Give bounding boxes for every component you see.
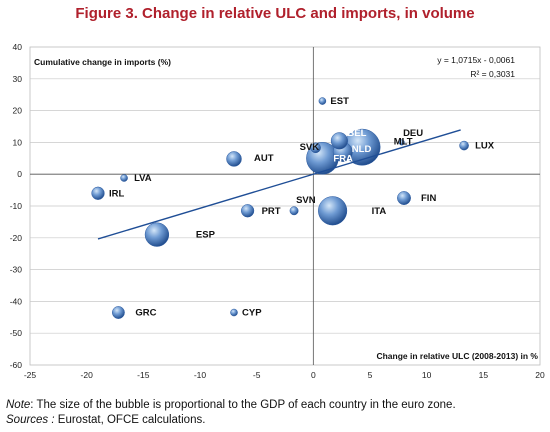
label-prt: PRT bbox=[262, 206, 281, 217]
bubble-size-note: Note: The size of the bubble is proporti… bbox=[6, 399, 456, 411]
label-irl: IRL bbox=[109, 188, 125, 199]
country-labels: DEU FRA ITA ESP NLD BEL AUT FIN IRL PRT GRC SVK LUX S… bbox=[109, 96, 495, 318]
label-deu: DEU bbox=[403, 128, 423, 139]
label-aut: AUT bbox=[254, 153, 274, 164]
sources-note: Sources : Eurostat, OFCE calculations. bbox=[6, 414, 205, 426]
bubble-fin bbox=[397, 191, 411, 205]
bubble-lva bbox=[120, 174, 128, 182]
bubble-esp bbox=[144, 222, 170, 247]
bubble-ita bbox=[318, 196, 348, 226]
bubble-irl bbox=[91, 186, 105, 200]
trendline-group bbox=[97, 129, 461, 240]
trendline bbox=[97, 129, 461, 240]
label-ita: ITA bbox=[372, 206, 387, 217]
x-tick-label: -25 bbox=[24, 370, 37, 380]
x-tick-label: -10 bbox=[194, 370, 207, 380]
bubble-cyp bbox=[230, 308, 238, 317]
label-fin: FIN bbox=[421, 193, 436, 204]
gridlines bbox=[30, 78, 540, 334]
label-mlt: MLT bbox=[394, 136, 413, 147]
bubble-prt bbox=[240, 204, 255, 218]
y-tick-label: -10 bbox=[10, 201, 23, 211]
label-svn: SVN bbox=[296, 195, 316, 206]
y-axis-label: Cumulative change in imports (%) bbox=[34, 57, 171, 67]
label-svk: SVK bbox=[300, 142, 320, 153]
bubble-lux bbox=[459, 140, 469, 151]
x-tick-label: 5 bbox=[368, 370, 373, 380]
bubbles bbox=[91, 97, 469, 319]
note-text: : The size of the bubble is proportional… bbox=[30, 399, 456, 411]
x-tick-label: -5 bbox=[253, 370, 261, 380]
x-tick-label: 0 bbox=[311, 370, 316, 380]
bubble-svk bbox=[310, 142, 321, 154]
y-tick-label: -20 bbox=[10, 233, 23, 243]
bubble-svn bbox=[289, 206, 299, 216]
label-est: EST bbox=[330, 96, 349, 107]
label-lva: LVA bbox=[134, 173, 152, 184]
bubble-aut bbox=[226, 151, 242, 167]
y-tick-label: 40 bbox=[13, 42, 23, 52]
y-tick-label: 30 bbox=[13, 74, 23, 84]
x-tick-label: -15 bbox=[137, 370, 150, 380]
label-bel: BEL bbox=[347, 128, 366, 139]
sources-text: Eurostat, OFCE calculations. bbox=[54, 414, 206, 426]
label-grc: GRC bbox=[135, 308, 156, 319]
axes bbox=[30, 47, 540, 365]
bubble-est bbox=[318, 97, 327, 105]
label-nld: NLD bbox=[352, 144, 372, 155]
y-tick-label: 0 bbox=[17, 169, 22, 179]
label-lux: LUX bbox=[475, 141, 495, 152]
label-fra: FRA bbox=[333, 153, 353, 164]
x-tick-label: -20 bbox=[81, 370, 94, 380]
bubble-bel bbox=[330, 132, 348, 150]
sources-label: Sources : bbox=[6, 414, 55, 426]
x-tick-label: 10 bbox=[422, 370, 432, 380]
note-label: Note bbox=[6, 399, 31, 411]
y-tick-label: 20 bbox=[13, 106, 23, 116]
bubble-grc bbox=[112, 306, 125, 319]
x-tick-label: 20 bbox=[535, 370, 545, 380]
bubble-mlt bbox=[398, 139, 405, 146]
label-esp: ESP bbox=[196, 230, 216, 241]
x-tick-label: 15 bbox=[479, 370, 489, 380]
y-tick-label: -60 bbox=[10, 360, 23, 370]
y-tick-label: -50 bbox=[10, 328, 23, 338]
y-tick-label: -40 bbox=[10, 296, 23, 306]
y-tick-label: 10 bbox=[13, 137, 23, 147]
y-tick-label: -30 bbox=[10, 265, 23, 275]
chart-title: Figure 3. Change in relative ULC and imp… bbox=[75, 5, 475, 22]
label-cyp: CYP bbox=[242, 308, 262, 319]
trend-r2: R² = 0,3031 bbox=[470, 69, 515, 79]
trend-equation: y = 1,0715x - 0,0061 bbox=[437, 55, 515, 65]
x-axis-label: Change in relative ULC (2008-2013) in % bbox=[376, 351, 538, 361]
